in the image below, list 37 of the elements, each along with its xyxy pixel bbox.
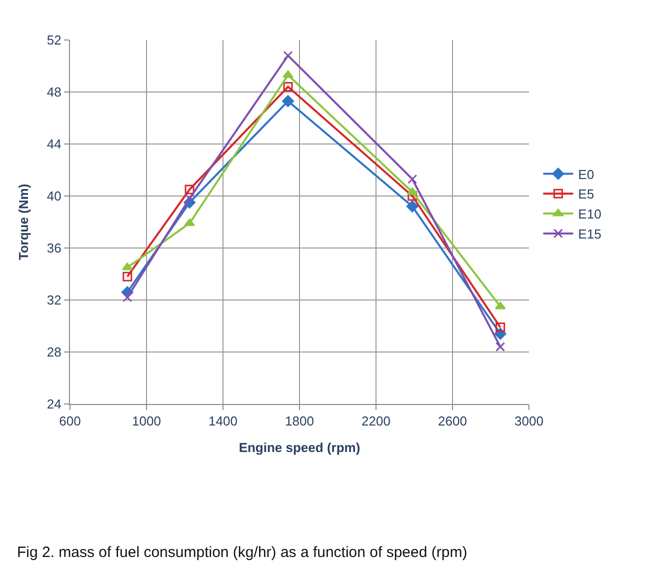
point [122, 292, 132, 302]
point [184, 184, 194, 194]
y-tick-label: 32 [46, 292, 62, 308]
x-axis-title: Engine speed (rpm) [238, 440, 360, 456]
x-tick-label: 1400 [208, 414, 238, 429]
x-tick-label: 1000 [132, 414, 161, 429]
y-tick-label: 28 [46, 344, 62, 360]
y-tick-label: 48 [46, 84, 62, 100]
point [122, 272, 132, 282]
y-tick-label: 40 [46, 188, 62, 204]
point [283, 82, 293, 92]
y-tick-label: 52 [46, 32, 62, 48]
legend-label: E5 [578, 186, 594, 202]
point [282, 95, 294, 108]
y-tick-label: 44 [46, 136, 62, 152]
point [282, 70, 294, 78]
point [184, 218, 195, 226]
legend-label: E0 [578, 166, 594, 182]
point [496, 342, 506, 352]
x-tick-label: 1800 [285, 414, 314, 429]
x-tick-label: 3000 [514, 414, 544, 429]
point [496, 322, 506, 332]
x-tick-label: 2200 [362, 414, 390, 429]
legend-label: E15 [578, 226, 602, 242]
x-tick-label: 600 [59, 414, 81, 429]
point [184, 194, 194, 204]
x-tick-label: 2600 [438, 414, 467, 429]
point [283, 50, 293, 60]
point [408, 191, 418, 201]
caption: Fig 2. mass of fuel consumption (kg/hr) as a function of speed (rpm) [17, 544, 468, 561]
point [406, 200, 418, 212]
legend-label: E10 [578, 206, 602, 222]
y-axis-title: Torque (Nm) [16, 184, 31, 260]
point [122, 262, 133, 270]
y-tick-label: 24 [46, 396, 62, 412]
y-tick-label: 36 [46, 240, 62, 256]
point [408, 174, 418, 184]
